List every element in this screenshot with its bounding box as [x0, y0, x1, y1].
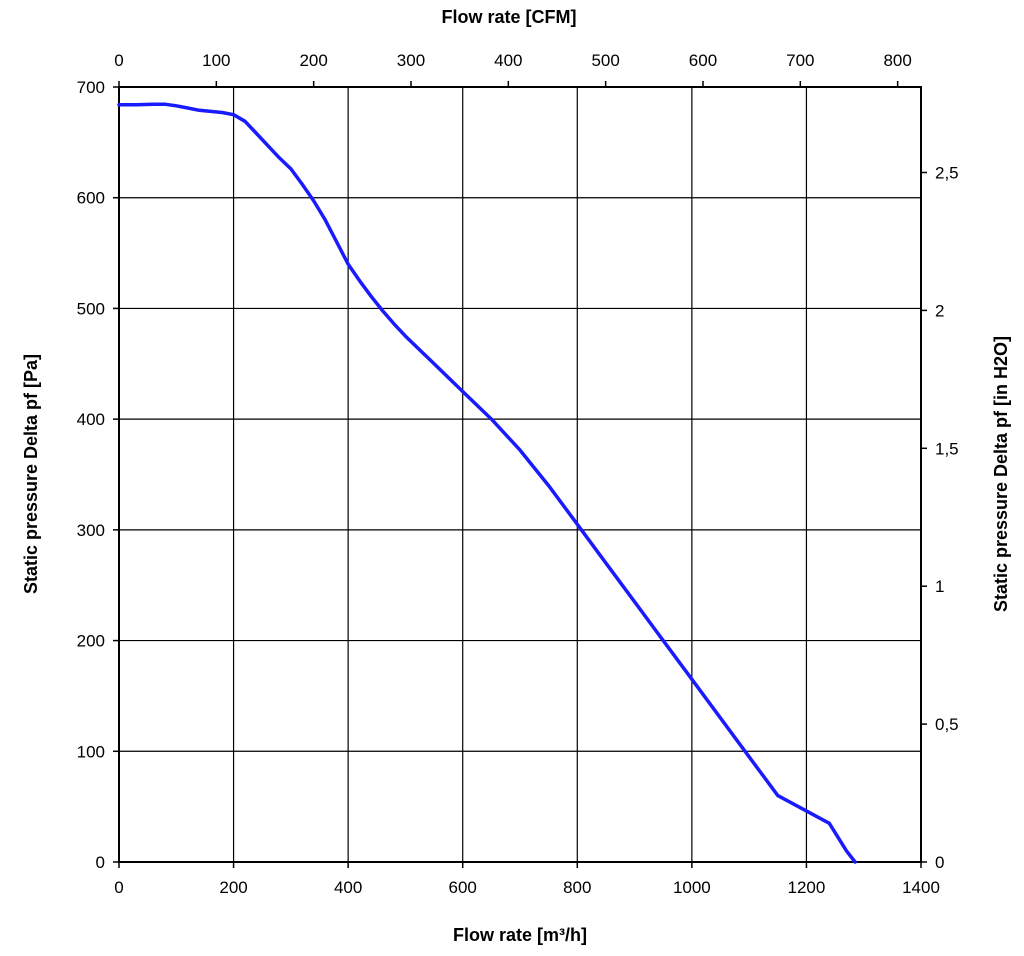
y2-tick-label: 0,5	[935, 715, 959, 734]
y-tick-label: 200	[77, 632, 105, 651]
x-tick-label: 1200	[788, 878, 826, 897]
x-tick-label: 800	[563, 878, 591, 897]
y-tick-label: 700	[77, 78, 105, 97]
x-tick-label: 1400	[902, 878, 940, 897]
x2-tick-label: 0	[114, 51, 123, 70]
x-tick-label: 200	[219, 878, 247, 897]
x-tick-label: 1000	[673, 878, 711, 897]
x2-tick-label: 300	[397, 51, 425, 70]
x-tick-label: 0	[114, 878, 123, 897]
x-tick-label: 400	[334, 878, 362, 897]
y2-tick-label: 1	[935, 577, 944, 596]
y-tick-label: 0	[96, 853, 105, 872]
y-tick-label: 600	[77, 189, 105, 208]
y2-tick-label: 1,5	[935, 439, 959, 458]
x2-axis-title: Flow rate [CFM]	[442, 7, 577, 27]
x2-tick-label: 100	[202, 51, 230, 70]
x2-tick-label: 400	[494, 51, 522, 70]
y2-tick-label: 0	[935, 853, 944, 872]
y-axis-title: Static pressure Delta pf [Pa]	[21, 354, 41, 594]
y2-axis-title: Static pressure Delta pf [in H2O]	[991, 336, 1011, 612]
y2-tick-label: 2	[935, 301, 944, 320]
tick-labels: 0 200 400 600 800 1000 1200 1400010020030040050…	[77, 51, 959, 897]
axis-ticks	[113, 81, 927, 868]
y-tick-label: 400	[77, 410, 105, 429]
y-tick-label: 300	[77, 521, 105, 540]
y2-tick-label: 2,5	[935, 163, 959, 182]
x2-tick-label: 700	[786, 51, 814, 70]
grid-lines	[119, 87, 921, 862]
y-tick-label: 500	[77, 299, 105, 318]
x2-tick-label: 200	[299, 51, 327, 70]
x-tick-label: 600	[449, 878, 477, 897]
y-tick-label: 100	[77, 742, 105, 761]
plot-frame	[118, 86, 922, 863]
series-line-pressure-curve	[117, 102, 857, 864]
x2-tick-label: 800	[883, 51, 911, 70]
x2-tick-label: 500	[591, 51, 619, 70]
x-axis-title: Flow rate [m³/h]	[453, 925, 587, 945]
x2-tick-label: 600	[689, 51, 717, 70]
